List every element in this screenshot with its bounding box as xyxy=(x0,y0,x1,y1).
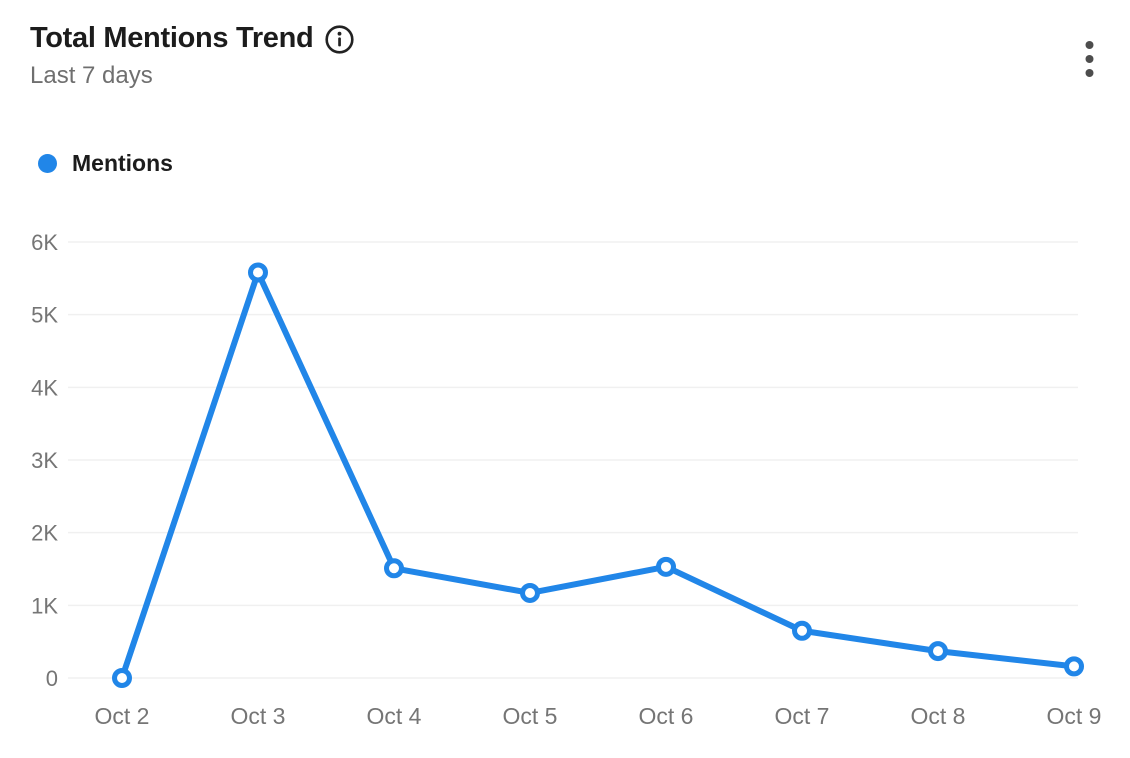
y-axis-tick-label: 4K xyxy=(31,375,58,400)
info-circle-icon[interactable] xyxy=(324,24,355,55)
data-point-marker[interactable] xyxy=(928,641,948,662)
page-title: Total Mentions Trend xyxy=(30,22,314,54)
x-axis-tick-label: Oct 8 xyxy=(911,703,966,729)
chart-legend: Mentions xyxy=(38,150,173,177)
y-axis-tick-label: 2K xyxy=(31,521,58,546)
x-axis-tick-label: Oct 3 xyxy=(231,703,286,729)
x-axis-tick-label: Oct 2 xyxy=(95,703,150,729)
legend-dot-icon xyxy=(38,154,57,173)
x-axis-tick-label: Oct 5 xyxy=(503,703,558,729)
card-header: Total Mentions Trend Last 7 days xyxy=(30,22,1102,90)
mentions-series-line xyxy=(119,269,1077,681)
y-axis-tick-label: 3K xyxy=(31,448,58,473)
kebab-menu-button[interactable] xyxy=(1077,34,1102,87)
y-axis-tick-label: 6K xyxy=(31,230,58,255)
card-subtitle: Last 7 days xyxy=(30,62,153,90)
x-axis-tick-label: Oct 4 xyxy=(367,703,422,729)
x-axis-tick-label: Oct 9 xyxy=(1047,703,1102,729)
x-axis-tick-label: Oct 6 xyxy=(639,703,694,729)
y-axis-tick-label: 1K xyxy=(31,593,58,618)
data-point-marker[interactable] xyxy=(112,668,132,688)
data-point-marker[interactable] xyxy=(520,582,540,603)
y-axis-tick-label: 0 xyxy=(46,666,58,691)
data-point-marker[interactable] xyxy=(248,262,268,283)
data-point-marker[interactable] xyxy=(384,558,404,579)
legend-label: Mentions xyxy=(72,150,173,176)
kebab-menu-icon xyxy=(1085,41,1094,77)
x-axis-tick-label: Oct 7 xyxy=(775,703,830,729)
data-point-marker[interactable] xyxy=(1064,656,1084,677)
title-block: Total Mentions Trend Last 7 days xyxy=(30,22,355,90)
y-axis-tick-label: 5K xyxy=(31,303,58,328)
data-point-marker[interactable] xyxy=(792,620,812,641)
data-point-marker[interactable] xyxy=(656,556,676,577)
